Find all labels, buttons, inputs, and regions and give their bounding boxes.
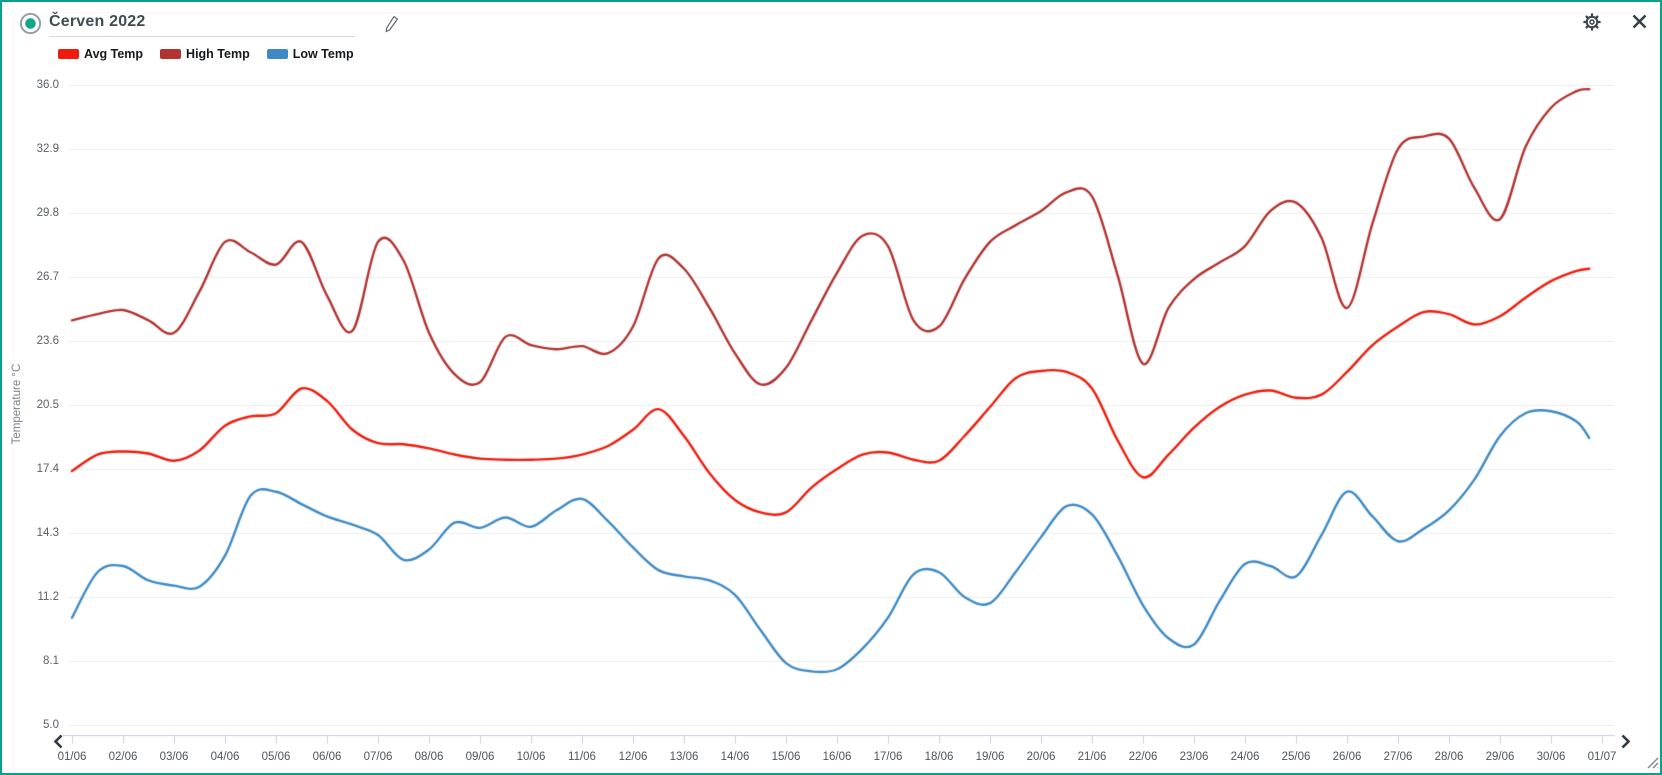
y-axis-tick-label: 36.0 bbox=[36, 79, 59, 91]
x-axis-tick-label: 03/06 bbox=[159, 751, 189, 763]
x-axis-tick-label: 09/06 bbox=[465, 751, 495, 763]
x-axis-tick-label: 19/06 bbox=[975, 751, 1005, 763]
x-axis-tick-label: 27/06 bbox=[1383, 751, 1413, 763]
x-axis-tick-label: 06/06 bbox=[312, 751, 342, 763]
y-axis-tick-label: 14.3 bbox=[36, 527, 59, 539]
chevron-right-icon[interactable] bbox=[1619, 733, 1632, 750]
y-axis-tick-label: 26.7 bbox=[36, 271, 59, 283]
y-axis-tick-label: 20.5 bbox=[36, 399, 59, 411]
x-axis-tick-label: 07/06 bbox=[363, 751, 393, 763]
x-axis-tick-label: 24/06 bbox=[1230, 751, 1260, 763]
x-axis-tick-label: 04/06 bbox=[210, 751, 240, 763]
x-axis-tick-label: 15/06 bbox=[771, 751, 801, 763]
x-axis-tick-label: 16/06 bbox=[822, 751, 852, 763]
x-axis-tick-label: 26/06 bbox=[1332, 751, 1362, 763]
x-axis-tick-label: 02/06 bbox=[108, 751, 138, 763]
x-axis-tick-label: 20/06 bbox=[1026, 751, 1056, 763]
x-axis-tick-label: 12/06 bbox=[618, 751, 648, 763]
y-axis-tick-label: 8.1 bbox=[43, 655, 59, 667]
y-axis-tick-label: 11.2 bbox=[37, 591, 59, 603]
x-axis-tick-label: 01/06 bbox=[57, 751, 87, 763]
x-axis-tick-label: 18/06 bbox=[924, 751, 954, 763]
x-axis-tick-label: 08/06 bbox=[414, 751, 444, 763]
x-axis-tick-label: 22/06 bbox=[1128, 751, 1158, 763]
y-axis-tick-label: 32.9 bbox=[36, 143, 59, 155]
x-axis-tick-label: 01/07 bbox=[1587, 751, 1617, 763]
chevron-left-icon[interactable] bbox=[52, 733, 65, 750]
x-axis-tick-label: 30/06 bbox=[1536, 751, 1566, 763]
x-axis-tick-label: 25/06 bbox=[1281, 751, 1311, 763]
x-axis-tick-label: 13/06 bbox=[669, 751, 699, 763]
x-axis-tick-label: 28/06 bbox=[1434, 751, 1464, 763]
x-axis-tick-label: 23/06 bbox=[1179, 751, 1209, 763]
y-axis-tick-label: 23.6 bbox=[36, 335, 59, 347]
x-axis-tick-label: 29/06 bbox=[1485, 751, 1515, 763]
x-axis-tick-label: 11/06 bbox=[568, 751, 596, 763]
x-axis-tick-label: 05/06 bbox=[261, 751, 291, 763]
x-axis-tick-label: 10/06 bbox=[516, 751, 546, 763]
resize-grip-icon[interactable] bbox=[1644, 754, 1660, 770]
x-axis-tick-label: 14/06 bbox=[720, 751, 750, 763]
x-axis-tick-label: 21/06 bbox=[1077, 751, 1107, 763]
x-axis-tick-label: 17/06 bbox=[873, 751, 903, 763]
y-axis-tick-label: 17.4 bbox=[36, 463, 59, 475]
y-axis-tick-label: 5.0 bbox=[43, 719, 59, 731]
y-axis-tick-label: 29.8 bbox=[36, 207, 59, 219]
